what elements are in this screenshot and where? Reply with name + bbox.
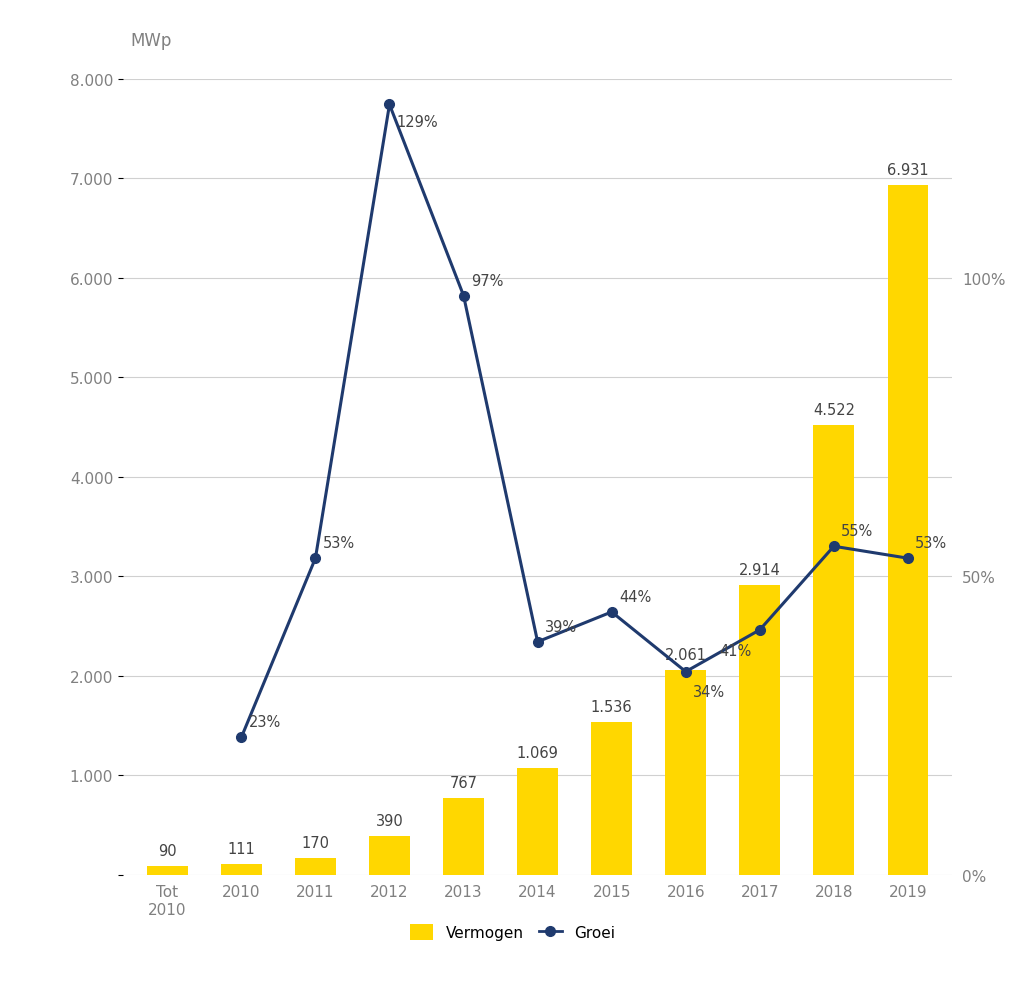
Text: 97%: 97% [471, 273, 504, 288]
Text: 53%: 53% [323, 536, 355, 551]
Bar [888, 186, 928, 875]
Text: 39%: 39% [545, 619, 578, 634]
Text: 170: 170 [301, 835, 330, 850]
Bar [591, 722, 632, 875]
Bar [443, 798, 484, 875]
Text: 2.914: 2.914 [739, 563, 780, 578]
Text: 6.931: 6.931 [887, 163, 929, 178]
Bar [295, 858, 336, 875]
Text: 90: 90 [158, 843, 176, 858]
Text: 53%: 53% [915, 536, 947, 551]
Text: 1.536: 1.536 [591, 699, 633, 714]
Text: 41%: 41% [719, 643, 752, 658]
Text: 34%: 34% [693, 685, 725, 700]
Bar [221, 864, 262, 875]
Legend: Vermogen, Groei: Vermogen, Groei [404, 918, 622, 946]
Bar [147, 866, 187, 875]
Bar [517, 768, 558, 875]
Text: MWp: MWp [130, 32, 172, 50]
Text: 111: 111 [227, 841, 255, 856]
Text: 129%: 129% [397, 115, 438, 130]
Bar [739, 585, 780, 875]
Bar [666, 670, 707, 875]
Bar [369, 836, 410, 875]
Text: 55%: 55% [842, 524, 873, 539]
Text: 44%: 44% [620, 589, 651, 604]
Text: 23%: 23% [249, 715, 281, 730]
Text: 4.522: 4.522 [813, 403, 855, 417]
Text: 767: 767 [450, 775, 477, 790]
Text: 1.069: 1.069 [517, 746, 558, 760]
Text: 390: 390 [376, 813, 403, 828]
Bar [813, 425, 854, 875]
Text: 2.061: 2.061 [665, 647, 707, 662]
